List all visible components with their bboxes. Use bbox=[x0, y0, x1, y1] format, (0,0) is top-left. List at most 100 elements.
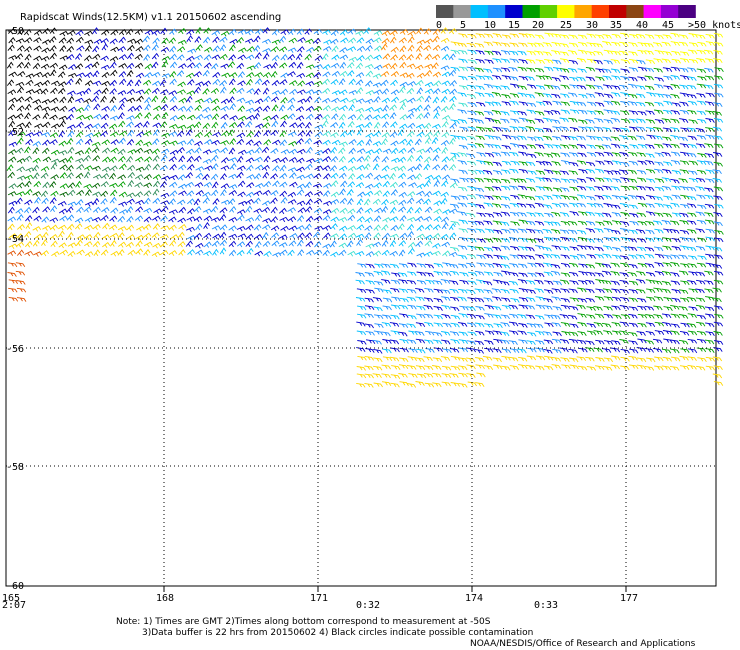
wind-barb bbox=[357, 313, 367, 319]
wind-barb bbox=[509, 126, 519, 131]
wind-barb bbox=[552, 136, 562, 141]
wind-barb bbox=[585, 211, 595, 217]
wind-barb bbox=[569, 357, 579, 363]
wind-barb bbox=[397, 165, 407, 172]
wind-barb bbox=[705, 245, 715, 251]
wind-barb bbox=[458, 49, 468, 55]
wind-barb bbox=[569, 271, 579, 277]
wind-barb bbox=[330, 155, 339, 163]
wind-barb bbox=[134, 79, 142, 87]
wind-barb bbox=[705, 110, 715, 116]
wind-barb bbox=[347, 120, 355, 128]
wind-barb bbox=[127, 171, 135, 179]
wind-barb bbox=[569, 76, 579, 82]
wind-barb bbox=[288, 148, 298, 155]
wind-barb bbox=[67, 242, 77, 248]
wind-barb bbox=[50, 149, 60, 156]
wind-barb bbox=[406, 63, 416, 69]
wind-barb bbox=[474, 288, 484, 294]
wind-barb bbox=[296, 200, 306, 207]
wind-barb bbox=[84, 138, 93, 145]
wind-barb bbox=[75, 150, 84, 156]
wind-barb bbox=[117, 46, 126, 52]
wind-barb bbox=[246, 72, 255, 79]
wind-barb bbox=[688, 58, 699, 64]
wind-barb bbox=[695, 288, 705, 294]
wind-barb bbox=[425, 279, 435, 285]
wind-barb bbox=[652, 338, 663, 344]
wind-barb bbox=[457, 152, 467, 158]
wind-barb bbox=[357, 305, 367, 311]
wind-barb bbox=[221, 72, 231, 78]
wind-barb bbox=[467, 169, 478, 175]
wind-barb bbox=[602, 194, 612, 200]
wind-barb bbox=[296, 73, 306, 79]
wind-barb bbox=[705, 331, 715, 336]
wind-barb bbox=[448, 163, 457, 171]
wind-barb bbox=[551, 221, 561, 227]
wind-barb bbox=[7, 44, 15, 52]
wind-barb bbox=[687, 93, 697, 99]
wind-barb bbox=[6, 61, 14, 69]
wind-barb bbox=[517, 185, 528, 191]
wind-barb bbox=[306, 46, 315, 53]
wind-barb bbox=[101, 80, 111, 87]
wind-barb bbox=[586, 202, 597, 208]
wind-barb bbox=[126, 234, 135, 240]
wind-barb bbox=[551, 356, 561, 362]
wind-barb bbox=[525, 246, 535, 252]
wind-barb bbox=[501, 355, 511, 361]
wind-barb bbox=[15, 208, 24, 215]
wind-barb bbox=[670, 75, 680, 80]
wind-barb bbox=[110, 207, 119, 214]
wind-barb bbox=[441, 373, 452, 378]
wind-barb bbox=[526, 289, 536, 294]
wind-barb bbox=[423, 356, 433, 361]
wind-barb bbox=[713, 143, 724, 149]
wind-barb bbox=[305, 95, 313, 103]
wind-barb bbox=[424, 190, 433, 198]
wind-barb bbox=[551, 288, 562, 294]
wind-barb bbox=[355, 123, 365, 130]
wind-barb bbox=[57, 201, 67, 207]
wind-barb bbox=[670, 118, 680, 124]
wind-barb bbox=[474, 187, 485, 193]
wind-barb bbox=[517, 85, 527, 91]
wind-barb bbox=[474, 42, 485, 48]
wind-barb bbox=[160, 215, 168, 222]
lat-label: -52 bbox=[6, 127, 24, 138]
wind-barb bbox=[484, 134, 494, 140]
wind-barb bbox=[510, 83, 520, 89]
wind-barb bbox=[134, 191, 143, 198]
wind-barb bbox=[373, 232, 381, 239]
wind-barb bbox=[16, 61, 25, 69]
wind-barb bbox=[135, 166, 145, 172]
wind-barb bbox=[59, 172, 68, 179]
wind-barb bbox=[399, 72, 409, 78]
wind-barb bbox=[211, 113, 220, 120]
wind-barb bbox=[568, 59, 579, 65]
wind-barb bbox=[424, 272, 434, 277]
wind-barb bbox=[372, 198, 381, 205]
wind-barb bbox=[16, 105, 25, 112]
wind-barb bbox=[687, 84, 697, 90]
wind-barb bbox=[593, 59, 603, 65]
wind-barb bbox=[304, 53, 312, 61]
wind-barb bbox=[704, 153, 715, 158]
wind-barb bbox=[500, 245, 510, 251]
wind-barb bbox=[372, 241, 382, 248]
wind-barb bbox=[135, 89, 145, 95]
wind-barb bbox=[441, 241, 451, 248]
wind-barb bbox=[17, 131, 26, 138]
wind-barb bbox=[645, 237, 655, 243]
wind-barb bbox=[704, 58, 715, 63]
wind-barb bbox=[322, 87, 331, 95]
wind-barb bbox=[382, 53, 391, 60]
wind-barb bbox=[466, 340, 476, 346]
wind-barb bbox=[304, 137, 313, 145]
wind-barb bbox=[203, 241, 212, 248]
wind-barb bbox=[357, 355, 367, 361]
wind-barb bbox=[527, 170, 537, 176]
wind-barb bbox=[500, 314, 510, 320]
wind-barb bbox=[654, 228, 664, 234]
